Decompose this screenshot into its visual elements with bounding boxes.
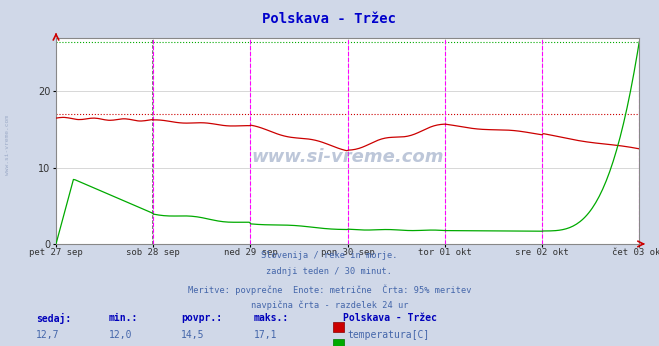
Text: 14,5: 14,5 — [181, 330, 205, 340]
Text: zadnji teden / 30 minut.: zadnji teden / 30 minut. — [266, 267, 393, 276]
Text: Meritve: povprečne  Enote: metrične  Črta: 95% meritev: Meritve: povprečne Enote: metrične Črta:… — [188, 284, 471, 294]
Text: maks.:: maks.: — [254, 313, 289, 323]
Text: 17,1: 17,1 — [254, 330, 277, 340]
Text: 12,0: 12,0 — [109, 330, 132, 340]
Text: min.:: min.: — [109, 313, 138, 323]
Text: temperatura[C]: temperatura[C] — [347, 330, 430, 340]
Text: navpična črta - razdelek 24 ur: navpična črta - razdelek 24 ur — [251, 301, 408, 310]
Text: povpr.:: povpr.: — [181, 313, 222, 323]
Text: 12,7: 12,7 — [36, 330, 60, 340]
Text: sedaj:: sedaj: — [36, 313, 71, 324]
Text: Slovenija / reke in morje.: Slovenija / reke in morje. — [261, 251, 398, 260]
Text: www.si-vreme.com: www.si-vreme.com — [251, 148, 444, 166]
Text: www.si-vreme.com: www.si-vreme.com — [5, 115, 11, 175]
Text: Polskava - Tržec: Polskava - Tržec — [262, 12, 397, 26]
Text: Polskava - Tržec: Polskava - Tržec — [343, 313, 437, 323]
